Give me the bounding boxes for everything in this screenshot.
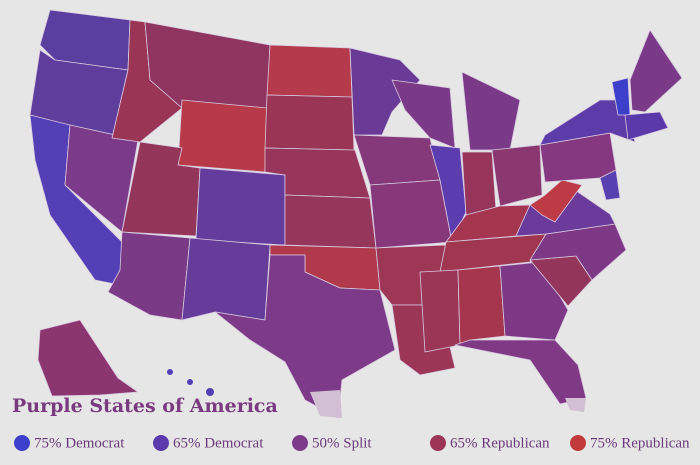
state <box>37 319 139 397</box>
state <box>214 254 396 419</box>
state <box>264 94 355 151</box>
state <box>461 151 497 216</box>
state <box>491 144 543 207</box>
shadow <box>310 390 342 418</box>
state <box>177 99 268 173</box>
state <box>266 44 353 98</box>
state <box>624 111 669 141</box>
map-title: Purple States of America <box>12 395 278 417</box>
state <box>599 169 621 201</box>
state <box>529 179 583 223</box>
legend-swatch <box>292 435 308 451</box>
state <box>195 167 286 246</box>
state <box>419 269 461 353</box>
state <box>539 99 636 146</box>
legend-swatch <box>153 435 169 451</box>
state <box>369 179 453 249</box>
legend-swatch <box>14 435 30 451</box>
legend-label: 65% Republican <box>450 435 550 451</box>
island <box>206 388 214 396</box>
legend-label: 50% Split <box>312 435 372 451</box>
state <box>629 29 683 113</box>
legend-swatch <box>430 435 446 451</box>
state <box>284 194 377 249</box>
island <box>167 369 173 375</box>
state <box>181 237 271 321</box>
state <box>391 79 456 149</box>
us-map <box>29 9 683 419</box>
legend-label: 75% Republican <box>590 435 690 451</box>
state <box>457 265 506 346</box>
legend-label: 65% Democrat <box>173 435 264 451</box>
island <box>187 379 193 385</box>
legend-swatch <box>570 435 586 451</box>
legend: 75% Democrat 65% Democrat 50% Split 65% Rep… <box>14 435 690 451</box>
legend-label: 75% Democrat <box>34 435 125 451</box>
shadow <box>565 398 586 412</box>
